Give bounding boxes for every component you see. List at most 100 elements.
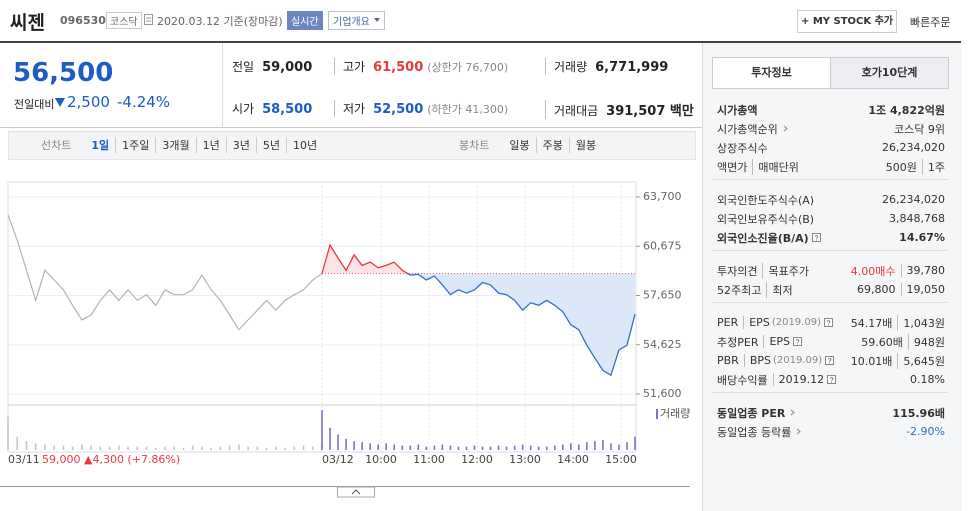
invest-row: 시가총액 1조 4,822억원 <box>717 100 945 119</box>
chart-tab[interactable]: 주봉 <box>535 137 569 153</box>
invest-label: 동일업종 PER <box>717 405 797 421</box>
volume-bar <box>634 436 636 450</box>
chart-tab[interactable]: 1년 <box>195 137 226 153</box>
chart-tab[interactable]: 1일 <box>91 139 110 152</box>
label-note: (2019.09) <box>771 317 821 328</box>
volume-bar <box>425 446 428 450</box>
invest-value: 26,234,020 <box>882 193 945 206</box>
label-part: 2019.12 <box>772 373 824 386</box>
volume-bar <box>127 446 129 450</box>
collapse-button[interactable] <box>337 487 375 498</box>
link-icon[interactable] <box>781 124 790 133</box>
label-part: 상장주식수 <box>717 141 768 155</box>
volume-legend: 거래량 <box>660 407 690 420</box>
link-icon[interactable] <box>794 427 803 436</box>
x-tick-label: 12:00 <box>461 453 493 466</box>
volume-bar <box>275 446 277 450</box>
quote-label: 고가 <box>343 60 366 74</box>
help-icon[interactable] <box>827 375 837 384</box>
volume-bar <box>610 443 612 450</box>
y-tick-label: 60,675 <box>643 239 682 252</box>
invest-value: 3,848,768 <box>889 212 945 225</box>
volume-bar <box>569 443 572 450</box>
chart-tab[interactable]: 10년 <box>286 137 323 153</box>
chart-tab[interactable]: 1주일 <box>115 137 155 153</box>
link-icon[interactable] <box>788 408 797 417</box>
invest-tab[interactable]: 호가10단계 <box>830 57 949 89</box>
label-part: 외국인소진율(B/A) <box>717 231 809 245</box>
label-part: 목표주가 <box>762 262 809 279</box>
chart-tab[interactable]: 3개월 <box>155 137 195 153</box>
value-part: -2.90% <box>906 425 945 438</box>
label-part: 매매단위 <box>752 158 799 175</box>
volume-bar <box>16 436 19 450</box>
quote-cell: 고가 61,500 (상한가 76,700) <box>334 58 508 75</box>
volume-bar <box>545 446 548 450</box>
value-part: 26,234,020 <box>882 193 945 206</box>
help-icon[interactable] <box>825 356 835 365</box>
volume-legend-swatch <box>656 409 658 419</box>
x-tick-label: 03/12 <box>322 453 354 466</box>
label-part: 52주최고 <box>717 283 762 297</box>
price-line <box>7 214 323 331</box>
label-part: 최저 <box>766 281 793 298</box>
volume-bar <box>561 444 564 450</box>
label-part: 투자의견 <box>717 264 758 278</box>
invest-value: 0.18% <box>910 373 945 386</box>
value-part: 1주 <box>921 158 945 175</box>
value-part: 14.67% <box>899 231 945 244</box>
volume-bar <box>302 445 305 450</box>
x-tick-label: 13:00 <box>509 453 541 466</box>
tab-group: 선차트 1일 1주일 3개월 1년 3년 5년 10년 <box>41 137 323 153</box>
volume-bar <box>219 446 222 450</box>
value-part: 59.60배 <box>861 335 903 349</box>
invest-row: 배당수익률 2019.12 0.18% <box>717 370 945 389</box>
volume-bar <box>99 446 102 450</box>
volume-bar <box>173 446 176 450</box>
volume-bar <box>90 445 92 450</box>
volume-bar <box>457 446 460 450</box>
volume-bar <box>247 446 249 450</box>
volume-bar <box>578 444 580 450</box>
dropdown-arrow <box>373 18 380 22</box>
help-icon[interactable] <box>811 233 821 242</box>
value-part: 0.18% <box>910 373 945 386</box>
label-part: 동일업종 PER <box>717 406 786 420</box>
value-part: 3,848,768 <box>889 212 945 225</box>
chart-tab[interactable]: 일봉 <box>509 139 530 152</box>
help-icon[interactable] <box>793 337 803 346</box>
invest-row: 추정PER EPS 59.60배 948원 <box>717 332 945 351</box>
volume-bar <box>256 446 259 450</box>
quote-value: 61,500 <box>373 60 424 75</box>
invest-label: 추정PER EPS <box>717 334 803 350</box>
invest-value: 코스닥 9위 <box>894 121 945 137</box>
volume-bar <box>191 445 194 450</box>
x-tick-label: 10:00 <box>365 453 397 466</box>
quick-order[interactable]: 빠른주문 <box>910 16 951 29</box>
y-tick-label: 57,650 <box>643 289 682 302</box>
invest-row: 외국인보유주식수(B) 3,848,768 <box>717 209 945 228</box>
help-icon[interactable] <box>823 318 833 327</box>
chart-tab[interactable]: 5년 <box>255 137 286 153</box>
volume-bar <box>118 445 120 450</box>
quote-value: 52,500 <box>373 102 424 117</box>
volume-bar <box>497 445 500 450</box>
tab-group-label: 선차트 <box>41 139 72 152</box>
invest-label: 외국인소진율(B/A) <box>717 230 821 246</box>
value-part: 54.17배 <box>850 316 893 330</box>
volume-bar <box>618 444 620 450</box>
volume-bar <box>53 445 55 450</box>
quote-cell: 전일 59,000 <box>232 58 312 75</box>
change-rate: -4.24% <box>117 93 171 111</box>
invest-value: 10.01배 5,645원 <box>851 352 945 369</box>
chart-tab[interactable]: 3년 <box>225 137 256 153</box>
invest-tab[interactable]: 투자정보 <box>712 57 831 89</box>
invest-label: 동일업종 등락률 <box>717 424 803 440</box>
chart-tab[interactable]: 월봉 <box>568 137 602 153</box>
overview-dropdown[interactable]: 기업개요 <box>328 11 385 30</box>
my-stock-button[interactable]: + MY STOCK 추가 <box>797 10 897 33</box>
volume-bar <box>626 442 628 450</box>
realtime-badge[interactable]: 실시간 <box>287 11 323 30</box>
volume-bar <box>136 446 139 450</box>
